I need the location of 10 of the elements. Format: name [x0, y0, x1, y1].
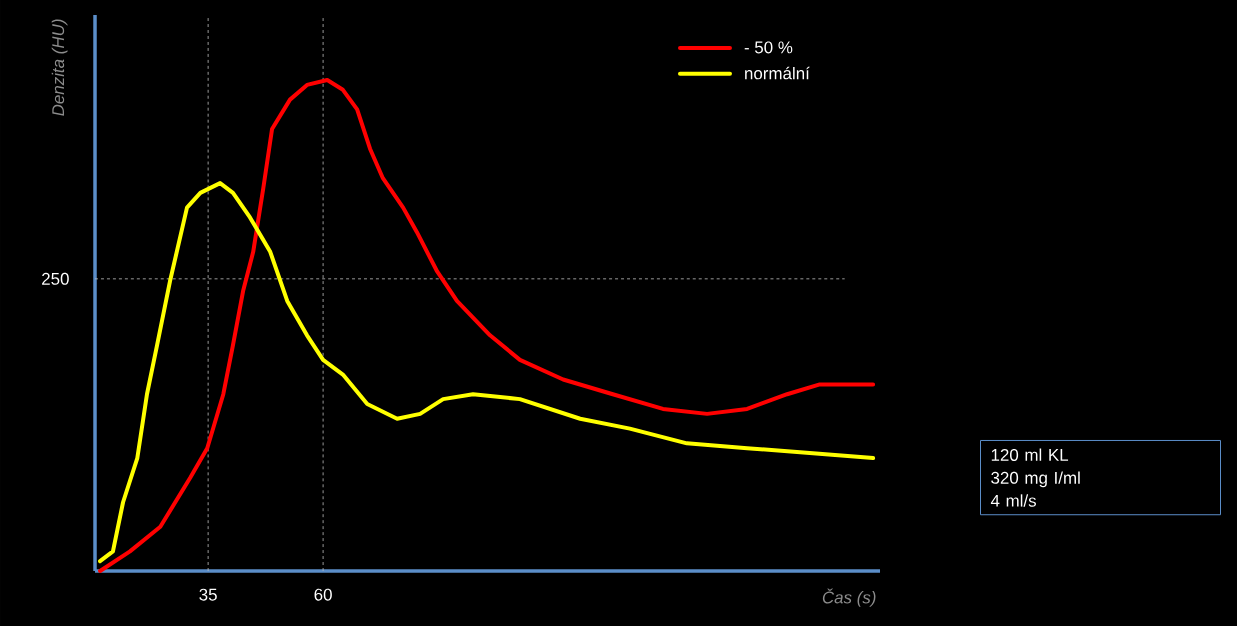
- text: 4 ml/s: [990, 494, 1037, 507]
- x-tick-label: 60: [314, 588, 332, 601]
- x-tick-label: 35: [199, 588, 217, 601]
- text: 120 ml KL: [991, 448, 1069, 461]
- y-axis-title: Denzita (HU): [51, 19, 68, 116]
- x-axis-title: Čas (s): [822, 588, 876, 607]
- legend-label: - 50 %: [744, 41, 793, 54]
- legend-label: normální: [745, 66, 810, 80]
- text: 320 mg I/ml: [991, 471, 1080, 488]
- text: 250: [42, 272, 69, 285]
